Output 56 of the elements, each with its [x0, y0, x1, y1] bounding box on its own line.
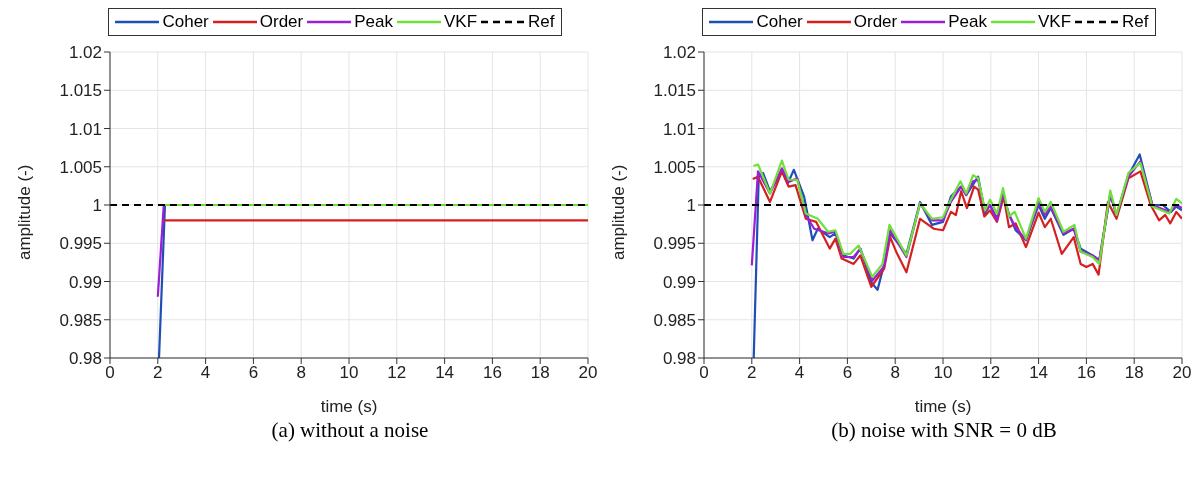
legend-label: Order	[853, 12, 898, 32]
x-tick-label: 6	[248, 363, 259, 383]
y-tick-label: 1.01	[662, 119, 696, 139]
x-axis-title: time (s)	[914, 397, 972, 416]
legend-label: Peak	[948, 12, 987, 32]
x-tick-label: 16	[482, 363, 502, 383]
y-tick-label: 1.02	[662, 43, 696, 63]
x-tick-label: 20	[1172, 363, 1192, 383]
y-axis-title: amplitude (-)	[15, 164, 35, 260]
y-tick-label: 0.985	[59, 310, 102, 330]
x-tick-label: 10	[933, 363, 953, 383]
x-tick-label: 8	[890, 363, 900, 383]
x-axis-title: time (s)	[320, 397, 378, 416]
x-tick-label: 4	[794, 363, 805, 383]
x-tick-label: 2	[153, 363, 163, 383]
legend-label: Coher	[756, 12, 803, 32]
legend-label: Order	[259, 12, 304, 32]
legend-label: Coher	[162, 12, 209, 32]
x-tick-label: 4	[200, 363, 211, 383]
y-tick-label: 1	[686, 196, 696, 216]
x-tick-label: 20	[578, 363, 598, 383]
y-tick-label: 0.985	[653, 310, 696, 330]
x-tick-label: 14	[1029, 363, 1049, 383]
y-tick-label: 0.99	[68, 272, 102, 292]
y-tick-label: 1.02	[68, 43, 102, 63]
y-tick-label: 1	[92, 196, 102, 216]
y-tick-label: 1.01	[68, 119, 102, 139]
y-axis-title: amplitude (-)	[609, 164, 629, 260]
legend-label: Peak	[354, 12, 393, 32]
x-tick-label: 18	[530, 363, 550, 383]
y-tick-label: 1.015	[59, 81, 102, 101]
text: (a) without a noise	[270, 418, 430, 443]
x-tick-label: 0	[105, 363, 115, 383]
x-tick-label: 16	[1076, 363, 1096, 383]
y-tick-label: 0.98	[68, 349, 102, 369]
x-tick-label: 14	[435, 363, 455, 383]
x-tick-label: 8	[296, 363, 306, 383]
x-tick-label: 6	[842, 363, 853, 383]
y-tick-label: 0.995	[653, 234, 696, 254]
x-tick-label: 12	[387, 363, 407, 383]
y-tick-label: 1.005	[653, 157, 696, 177]
legend-label: Ref	[1122, 12, 1149, 32]
x-tick-label: 10	[339, 363, 359, 383]
x-tick-label: 2	[747, 363, 757, 383]
y-tick-label: 1.005	[59, 157, 102, 177]
x-tick-label: 12	[981, 363, 1001, 383]
y-tick-label: 0.99	[662, 272, 696, 292]
y-tick-label: 1.015	[653, 81, 696, 101]
y-tick-label: 0.98	[662, 349, 696, 369]
x-tick-label: 18	[1124, 363, 1144, 383]
legend-label: VKF	[1038, 12, 1072, 32]
y-tick-label: 0.995	[59, 234, 102, 254]
x-tick-label: 0	[699, 363, 709, 383]
legend-label: Ref	[528, 12, 555, 32]
text: (b) noise with SNR = 0 dB	[830, 418, 1058, 443]
legend-label: VKF	[444, 12, 478, 32]
